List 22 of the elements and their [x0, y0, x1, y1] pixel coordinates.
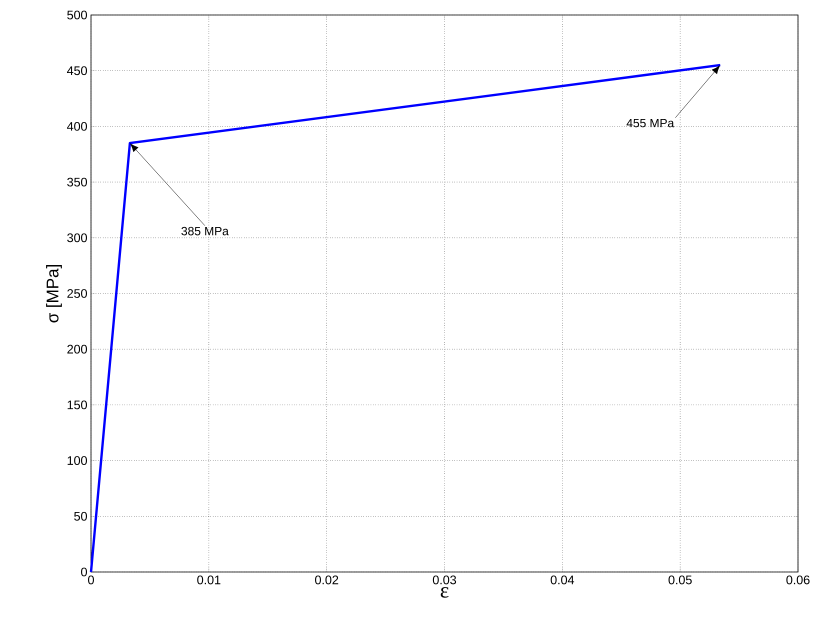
x-tick-label: 0.02 [315, 576, 338, 584]
y-tick-label: 350 [67, 178, 87, 186]
annotation: 385 MPa [181, 226, 229, 236]
y-tick-label: 100 [68, 456, 87, 465]
x-tick-label: 0.03 [432, 576, 456, 584]
x-tick-label: 0.06 [786, 576, 810, 584]
x-tick-label: 0 [88, 576, 94, 584]
y-tick-label: 500 [67, 10, 87, 20]
x-tick-label: 0.04 [550, 576, 574, 584]
x-tick-label: 0.05 [668, 576, 692, 584]
annotation: 455 MPa [626, 118, 674, 128]
x-axis-title: ε [440, 587, 448, 598]
y-tick-label: 50 [74, 512, 87, 521]
y-tick-label: 400 [66, 122, 87, 131]
y-tick-label: 150 [68, 400, 87, 410]
y-tick-label: 200 [67, 344, 87, 354]
y-tick-label: 250 [67, 289, 87, 298]
y-tick-label: 300 [67, 233, 87, 242]
y-axis-title: σ [MPa] [46, 265, 62, 322]
y-tick-label: 0 [81, 568, 87, 576]
x-tick-label: 0.01 [197, 576, 220, 584]
y-tick-label: 450 [66, 66, 87, 76]
